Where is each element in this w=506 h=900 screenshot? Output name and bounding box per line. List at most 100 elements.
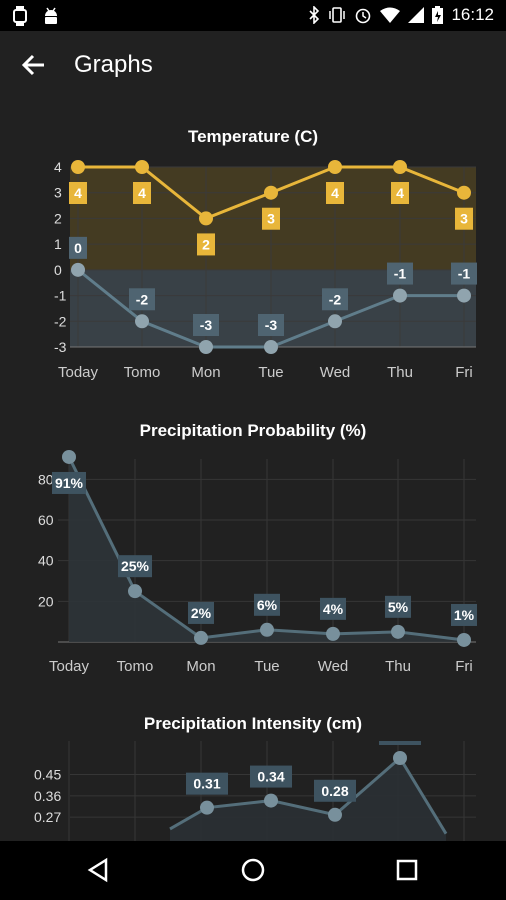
temp-high-data-label: 3 — [460, 211, 468, 227]
x-tick-label: Tomo — [124, 364, 161, 381]
precip-probability-data-label-box — [118, 555, 152, 578]
temp-low-data-label: -2 — [136, 291, 149, 307]
temp-low-data-label-box — [451, 262, 477, 285]
back-arrow-icon[interactable] — [20, 51, 48, 79]
y-tick-label: 0.45 — [34, 767, 61, 783]
temp-high-data-label-box — [391, 182, 409, 204]
precip-intensity-data-label: 0.52 — [386, 741, 413, 742]
temp-low-point — [199, 340, 213, 354]
precip-probability-chart-title: Precipitation Probability (%) — [139, 421, 367, 440]
precip-intensity-point — [264, 793, 278, 808]
y-tick-label: 4 — [54, 159, 62, 175]
temp-high-data-label-box — [197, 233, 215, 256]
temp-low-data-label: -3 — [265, 317, 278, 333]
x-tick-label: Wed — [320, 364, 351, 381]
status-bar: 16:12 — [0, 0, 506, 31]
back-nav-icon[interactable] — [84, 855, 114, 885]
temp-high-data-label: 4 — [396, 185, 404, 201]
precip-probability-data-label: 6% — [257, 597, 278, 613]
precip-probability-data-label: 5% — [388, 599, 409, 615]
precip-intensity-data-label-box — [250, 765, 292, 788]
precip-probability-data-label-box — [320, 597, 346, 620]
x-tick-label: Tomo — [117, 658, 154, 675]
temp-high-point — [71, 160, 85, 174]
temp-low-data-label: -3 — [200, 317, 213, 333]
precip-intensity-data-label: 0.28 — [321, 783, 348, 799]
precip-probability-point — [128, 584, 142, 599]
temp-low-data-label: -1 — [394, 266, 407, 282]
x-tick-label: Tue — [258, 364, 283, 381]
temp-low-point — [393, 288, 407, 303]
android-icon — [45, 7, 57, 24]
app-bar: Graphs — [0, 31, 506, 101]
precip-intensity-area — [170, 758, 446, 841]
temp-high-point — [135, 160, 149, 174]
temp-low-point — [71, 262, 85, 277]
temp-high-data-label-box — [326, 182, 344, 204]
precip-intensity-line — [169, 755, 448, 835]
temp-high-point — [264, 185, 278, 200]
temperature-chart-title: Temperature (C) — [187, 127, 319, 146]
watch-icon — [13, 6, 27, 26]
battery-icon — [432, 6, 444, 24]
x-tick-label: Thu — [387, 364, 413, 381]
precip-probability-data-label: 2% — [191, 605, 212, 621]
y-tick-label: 20 — [38, 593, 54, 609]
x-tick-label: Tue — [254, 658, 279, 675]
temp-high-point — [457, 185, 471, 200]
temp-high-data-label-box — [69, 182, 87, 204]
y-tick-label: 0 — [54, 262, 62, 278]
y-tick-label: -2 — [54, 313, 67, 329]
temp-high-data-label: 4 — [331, 185, 339, 201]
temp-high-data-label-box — [133, 182, 151, 204]
y-tick-label: 3 — [54, 185, 62, 201]
precip-probability-point — [326, 626, 340, 641]
graphs-content[interactable]: Temperature (C) 4 3 2 1 0 -1 -2 -3 4 4 2 3 4 4 3 0 -2 -3-… — [0, 101, 506, 841]
x-tick-label: Fri — [455, 658, 473, 675]
temp-high-point — [328, 160, 342, 174]
precip-intensity-data-label-box — [314, 779, 356, 802]
y-tick-label: 40 — [38, 553, 54, 569]
y-tick-label: -1 — [54, 288, 67, 304]
cell-signal-icon — [408, 7, 425, 23]
temp-high-data-label-box — [455, 207, 473, 230]
temp-high-data-label: 4 — [138, 185, 146, 201]
temp-high-data-label-box — [262, 207, 280, 230]
navigation-bar — [0, 841, 506, 900]
temp-low-point — [457, 288, 471, 303]
status-time: 16:12 — [451, 5, 494, 24]
x-tick-label: Mon — [186, 658, 215, 675]
temp-low-point — [328, 314, 342, 329]
alarm-icon — [356, 8, 371, 24]
temp-low-point — [135, 314, 149, 329]
recents-nav-icon[interactable] — [392, 855, 422, 885]
precip-probability-point — [62, 449, 76, 464]
precip-intensity-data-label: 0.34 — [257, 769, 284, 785]
precip-probability-data-label: 1% — [454, 607, 475, 623]
x-tick-label: Mon — [191, 364, 220, 381]
temp-low-data-label: -1 — [458, 266, 471, 282]
temp-low-data-label: -2 — [329, 291, 342, 307]
temp-high-point — [393, 160, 407, 174]
home-nav-icon[interactable] — [238, 855, 268, 885]
precip-intensity-data-label-box — [379, 741, 421, 745]
x-tick-label: Today — [49, 658, 90, 675]
precip-intensity-point — [200, 800, 214, 815]
y-tick-label: 60 — [38, 512, 54, 528]
temp-high-data-label: 2 — [202, 236, 210, 252]
temp-low-data-label-box — [387, 262, 413, 285]
x-tick-label: Wed — [318, 658, 349, 675]
precip-intensity-data-label-box — [186, 772, 228, 795]
y-tick-label: -3 — [54, 339, 67, 355]
y-tick-label: 80 — [38, 471, 54, 487]
temp-low-data-label-box — [193, 314, 219, 336]
precip-probability-data-label: 91% — [55, 475, 84, 491]
precip-probability-point — [457, 632, 471, 647]
precip-probability-data-label-box — [254, 593, 280, 616]
y-tick-label: 2 — [54, 210, 62, 226]
x-tick-label: Thu — [385, 658, 411, 675]
vibrate-icon — [329, 7, 346, 23]
temp-high-data-label: 4 — [74, 185, 82, 201]
wifi-icon — [380, 7, 401, 23]
